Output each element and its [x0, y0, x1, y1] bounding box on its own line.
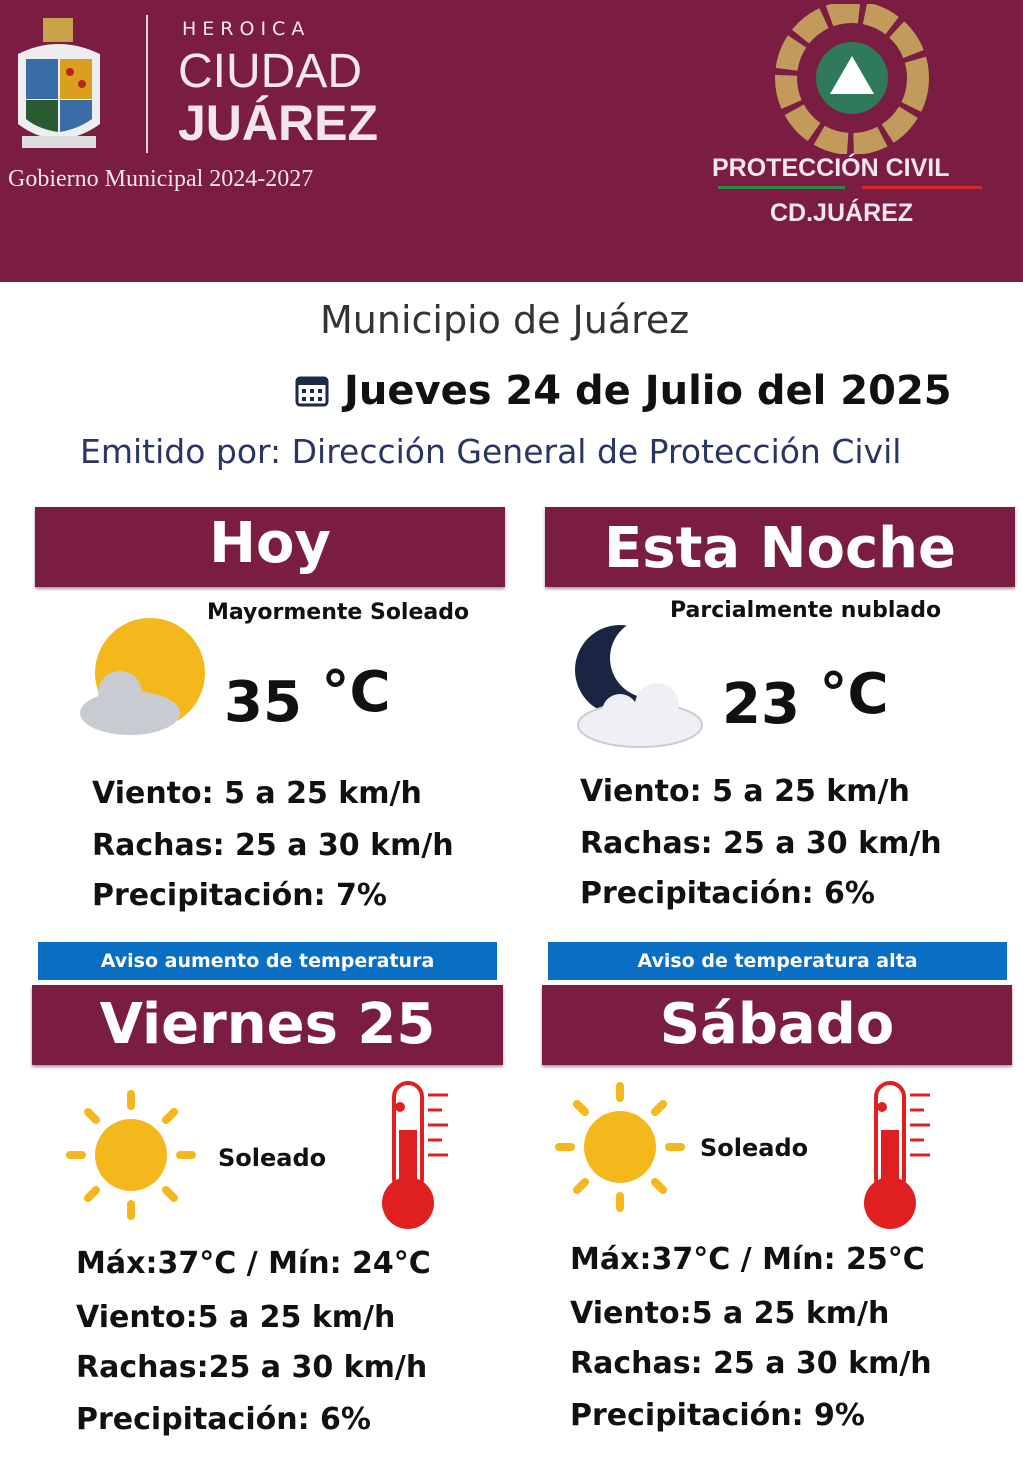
municipio-title: Municipio de Juárez [320, 298, 690, 342]
fecha: Jueves 24 de Julio del 2025 [344, 368, 952, 414]
sabado-condition: Soleado [700, 1134, 809, 1162]
sabado-header: Sábado [542, 985, 1012, 1065]
viernes-header: Viernes 25 [32, 985, 503, 1065]
calendar-icon [294, 372, 330, 408]
thermometer-icon [864, 1081, 930, 1229]
gobierno-text: Gobierno Municipal 2024-2027 [8, 166, 314, 192]
hoy-header: Hoy [35, 507, 505, 587]
heroica-text: HEROICA [182, 18, 311, 40]
hoy-rachas: Rachas: 25 a 30 km/h [92, 828, 454, 863]
sabado-precip: Precipitación: 9% [570, 1398, 865, 1433]
green-line [718, 186, 845, 189]
thermometer-icon [382, 1081, 448, 1229]
sun-icon [66, 1090, 196, 1220]
viernes-precip: Precipitación: 6% [76, 1402, 371, 1437]
ciudad-text: CIUDAD [178, 45, 363, 98]
coat-of-arms-logo [18, 18, 100, 148]
divider [146, 15, 148, 153]
emitido: Emitido por: Dirección General de Protec… [80, 432, 902, 471]
hoy-precip: Precipitación: 7% [92, 878, 387, 913]
hoy-temp: 35 °C [224, 660, 391, 735]
proteccion-civil-logo [775, 4, 929, 154]
pc-city: CD.JUÁREZ [770, 199, 914, 227]
sun-cloud-icon [80, 618, 205, 735]
sabado-viento: Viento:5 a 25 km/h [570, 1296, 890, 1331]
juarez-text: JUÁREZ [178, 95, 379, 151]
hoy-condition: Mayormente Soleado [207, 600, 470, 625]
sabado-maxmin: Máx:37°C / Mín: 25°C [570, 1242, 925, 1277]
noche-temp: 23 °C [722, 662, 889, 737]
viernes-maxmin: Máx:37°C / Mín: 24°C [76, 1246, 431, 1281]
aviso-sabado: Aviso de temperatura alta [548, 942, 1007, 980]
viernes-viento: Viento:5 a 25 km/h [76, 1300, 396, 1335]
viernes-condition: Soleado [218, 1144, 327, 1172]
pc-title: PROTECCIÓN CIVIL [712, 154, 950, 182]
noche-condition: Parcialmente nublado [670, 598, 942, 623]
sabado-rachas: Rachas: 25 a 30 km/h [570, 1346, 932, 1381]
noche-rachas: Rachas: 25 a 30 km/h [580, 826, 942, 861]
header-banner: HEROICA CIUDAD JUÁREZ Gobierno Municipal… [0, 0, 1023, 282]
sun-icon [555, 1082, 685, 1212]
noche-viento: Viento: 5 a 25 km/h [580, 774, 910, 809]
viernes-rachas: Rachas:25 a 30 km/h [76, 1350, 428, 1385]
moon-cloud-icon [575, 620, 703, 748]
noche-header: Esta Noche [545, 507, 1015, 587]
red-line [862, 186, 982, 189]
noche-precip: Precipitación: 6% [580, 876, 875, 911]
aviso-viernes: Aviso aumento de temperatura [38, 942, 497, 980]
hoy-viento: Viento: 5 a 25 km/h [92, 776, 422, 811]
